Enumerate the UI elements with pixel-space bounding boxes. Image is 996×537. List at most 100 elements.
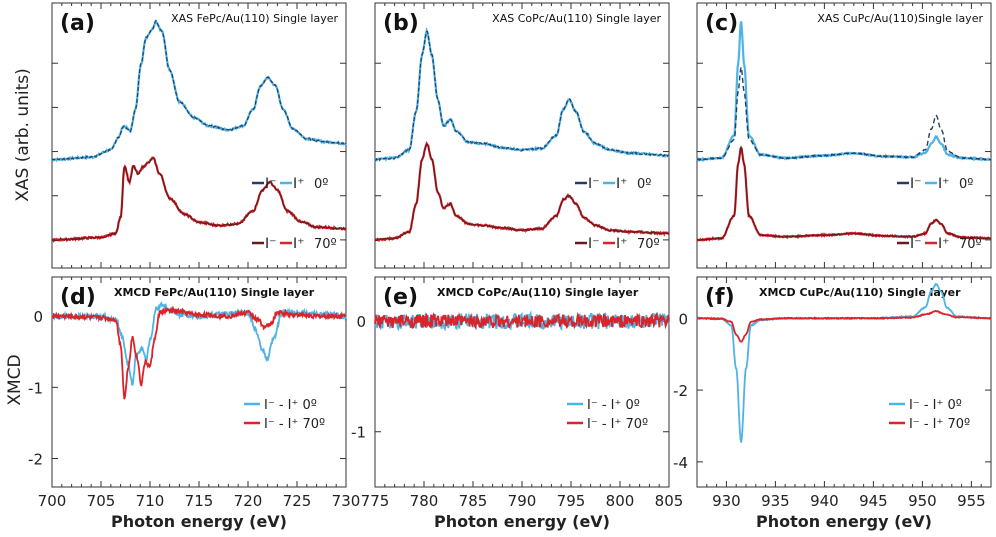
- x-axis-label: Photon energy (eV): [434, 512, 610, 531]
- legend-label: I⁺: [293, 176, 305, 192]
- x-tick-label: 950: [908, 492, 937, 510]
- x-tick-label: 955: [957, 492, 986, 510]
- x-tick-label: 720: [234, 492, 263, 510]
- y-tick-label: -4: [673, 454, 688, 472]
- series-line-0-Iminus: [51, 20, 347, 161]
- panel-title: XMCD CoPc/Au(110) Single layer: [437, 286, 639, 299]
- legend-label: I⁻ - I⁺ 0º: [264, 398, 317, 413]
- y-tick-label: 0: [356, 313, 366, 331]
- y-tick-label: 0: [678, 310, 688, 328]
- legend-label: I⁺: [938, 236, 950, 252]
- x-tick-label: 710: [136, 492, 165, 510]
- series-line-70-Iplus: [374, 141, 670, 242]
- legend-label: I⁻: [910, 236, 922, 252]
- x-tick-label: 800: [606, 492, 635, 510]
- legend: I⁻ - I⁺ 0º I⁻ - I⁺ 70º: [244, 398, 325, 432]
- series-line-70-Iminus: [374, 143, 670, 242]
- legend-angle: 70º: [314, 237, 337, 252]
- legend-label: I⁺: [616, 176, 628, 192]
- legend-label: I⁺: [616, 236, 628, 252]
- panel-label: (f): [705, 285, 735, 310]
- legend: I⁻ - I⁺ 0º I⁻ - I⁺ 70º: [567, 398, 648, 432]
- series-line-0-Iplus: [374, 26, 670, 163]
- legend: I⁻ I⁺ 0º I⁻ I⁺ 70º: [897, 176, 982, 252]
- x-tick-label: 725: [283, 492, 312, 510]
- panel-label: (a): [60, 11, 95, 36]
- x-tick-label: 715: [185, 492, 214, 510]
- x-axis-label: Photon energy (eV): [111, 512, 287, 531]
- legend-label: I⁻ - I⁺ 70º: [587, 417, 648, 432]
- x-tick-label: 775: [361, 492, 390, 510]
- legend-angle: 70º: [637, 237, 660, 252]
- legend-label: I⁻: [588, 236, 600, 252]
- y-tick-label: -2: [28, 451, 43, 469]
- panel-title: XMCD FePc/Au(110) Single layer: [114, 286, 315, 299]
- x-tick-label: 790: [508, 492, 537, 510]
- x-tick-label: 785: [459, 492, 488, 510]
- series-line-70-Iminus: [51, 157, 346, 242]
- x-tick-label: 940: [810, 492, 839, 510]
- legend-label: I⁻ - I⁺ 70º: [909, 417, 970, 432]
- legend-label: I⁻: [265, 176, 277, 192]
- panel-label: (b): [383, 11, 419, 36]
- y-tick-label: -1: [351, 424, 366, 442]
- legend-label: I⁺: [293, 236, 305, 252]
- panel-label: (c): [705, 11, 738, 36]
- plot-frame: [51, 276, 347, 488]
- plot-frame: [374, 2, 670, 269]
- legend-angle: 0º: [959, 177, 973, 192]
- panel-title: XAS FePc/Au(110) Single layer: [171, 12, 338, 25]
- legend: I⁻ - I⁺ 0º I⁻ - I⁺ 70º: [889, 398, 970, 432]
- legend-angle: 70º: [959, 237, 982, 252]
- panel-e: 0 -1 775 780 785 790 795 800 805 Photon energy (e…: [351, 276, 684, 531]
- series-line-0-Iminus: [696, 67, 992, 161]
- legend-angle: 0º: [637, 177, 651, 192]
- x-tick-label: 795: [557, 492, 586, 510]
- series-line-70-Iplus: [696, 145, 991, 242]
- series-line-0-Iplus: [51, 19, 347, 163]
- legend-label: I⁻: [265, 236, 277, 252]
- legend-label: I⁻: [588, 176, 600, 192]
- panel-title: XMCD CuPc/Au(110) Single layer: [759, 286, 961, 299]
- x-tick-label: 730: [332, 492, 361, 510]
- panel-f: 0 -2 -4 930 935 940 945 950 955 Photon energy (eV…: [673, 276, 992, 531]
- x-axis-label: Photon energy (eV): [756, 512, 932, 531]
- legend-label: I⁻: [910, 176, 922, 192]
- panel-label: (d): [60, 285, 96, 310]
- series-line-70-Iminus: [696, 145, 992, 241]
- x-tick-label: 930: [712, 492, 741, 510]
- y-axis-label-top: XAS (arb. units): [13, 68, 33, 202]
- x-tick-label: 705: [87, 492, 116, 510]
- series-line-0-Iplus: [696, 21, 992, 162]
- series-line-70: [696, 309, 992, 343]
- legend-label: I⁻ - I⁺ 0º: [587, 398, 640, 413]
- y-tick-label: -1: [28, 379, 43, 397]
- panel-title: XAS CuPc/Au(110)Single layer: [817, 12, 983, 25]
- y-tick-label: 0: [33, 308, 43, 326]
- x-tick-label: 945: [859, 492, 888, 510]
- y-axis-label-bottom: XMCD: [5, 354, 25, 405]
- legend: I⁻ I⁺ 0º I⁻ I⁺ 70º: [575, 176, 660, 252]
- series-line-70: [374, 311, 670, 331]
- series-line-70: [51, 305, 347, 400]
- series-line-70-Iplus: [51, 156, 347, 243]
- plot-frame: [696, 2, 992, 269]
- panel-label: (e): [383, 285, 418, 310]
- x-tick-label: 780: [410, 492, 439, 510]
- panel-title: XAS CoPc/Au(110) Single layer: [492, 12, 661, 25]
- x-tick-label: 700: [38, 492, 67, 510]
- series-line-0-Iminus: [374, 30, 669, 162]
- legend-label: I⁻ - I⁺ 0º: [909, 398, 962, 413]
- legend-label: I⁺: [938, 176, 950, 192]
- panel-d: 0 -1 -2 700 705 710 715 720 725 730 Photon energy …: [28, 276, 361, 531]
- y-tick-label: -2: [673, 382, 688, 400]
- x-tick-label: 805: [655, 492, 684, 510]
- x-tick-label: 935: [761, 492, 790, 510]
- legend-label: I⁻ - I⁺ 70º: [264, 417, 325, 432]
- plot-frame: [374, 276, 670, 488]
- legend: I⁻ I⁺ 0º I⁻ I⁺ 70º: [252, 176, 337, 252]
